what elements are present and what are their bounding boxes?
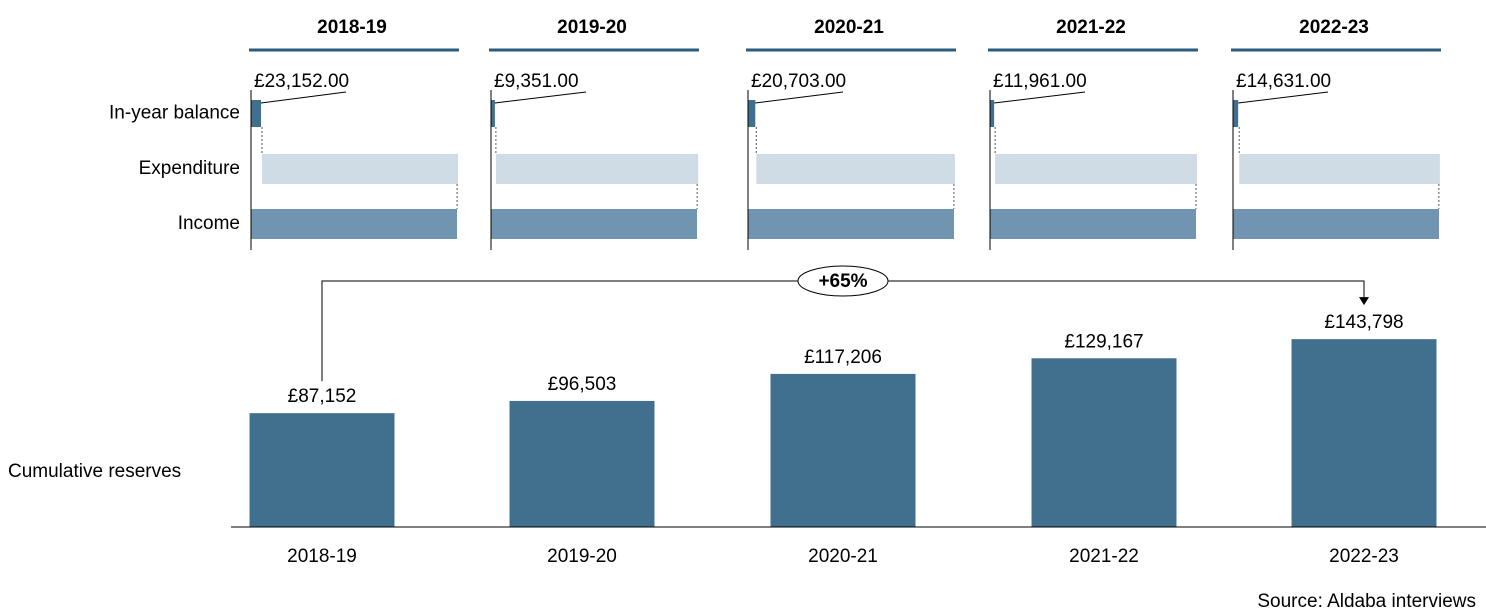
bar <box>249 413 395 527</box>
x-tick-label: 2019-20 <box>547 546 617 567</box>
value-label: £9,351.00 <box>494 71 579 92</box>
x-tick-label: 2018-19 <box>287 546 357 567</box>
annotation-bubble <box>797 265 889 297</box>
expenditure-bar <box>756 154 955 184</box>
panel-title: 2021-22 <box>1056 17 1126 38</box>
income-bar <box>491 209 697 239</box>
value-label: £143,798 <box>1324 312 1403 333</box>
income-bar <box>990 209 1196 239</box>
value-label: £23,152.00 <box>254 71 349 92</box>
income-bar <box>251 209 457 239</box>
value-label: £20,703.00 <box>751 71 846 92</box>
bar <box>1031 358 1177 527</box>
x-tick-label: 2022-23 <box>1329 546 1399 567</box>
row-label: Cumulative reserves <box>8 461 181 482</box>
value-label: £11,961.00 <box>993 71 1087 92</box>
expenditure-bar <box>495 154 699 184</box>
leader-line <box>260 91 347 104</box>
row-label: Expenditure <box>139 158 240 179</box>
bar <box>509 400 655 527</box>
value-label: £14,631.00 <box>1236 71 1331 92</box>
panel-title: 2022-23 <box>1299 17 1369 38</box>
x-tick-label: 2021-22 <box>1069 546 1139 567</box>
panel-title: 2019-20 <box>557 17 627 38</box>
balance-bar <box>491 100 495 127</box>
leader-line <box>994 91 1086 104</box>
value-label: £129,167 <box>1064 331 1143 352</box>
balance-bar <box>251 100 261 127</box>
panel-title: 2018-19 <box>317 17 387 38</box>
income-bar <box>748 209 954 239</box>
balance-bar <box>1233 100 1239 127</box>
value-label: £96,503 <box>548 374 617 395</box>
bar <box>1291 339 1437 527</box>
row-label: In-year balance <box>109 103 240 124</box>
value-label: £87,152 <box>288 386 357 407</box>
source: Source: Aldaba interviews <box>1257 591 1476 612</box>
expenditure-bar <box>261 154 459 184</box>
balance-bar <box>748 100 756 127</box>
leader-line <box>755 91 844 104</box>
balance-bar <box>990 100 995 127</box>
row-label: Income <box>178 213 240 234</box>
expenditure-bar <box>1239 154 1440 184</box>
leader-line <box>1238 91 1329 104</box>
panel-title: 2020-21 <box>814 17 884 38</box>
arrow-head <box>1359 297 1369 306</box>
x-tick-label: 2020-21 <box>808 546 878 567</box>
annotation: +65% <box>818 271 867 292</box>
income-bar <box>1233 209 1439 239</box>
expenditure-bar <box>995 154 1197 184</box>
value-label: £117,206 <box>804 347 882 368</box>
leader-line <box>494 91 587 104</box>
bar <box>770 373 916 527</box>
